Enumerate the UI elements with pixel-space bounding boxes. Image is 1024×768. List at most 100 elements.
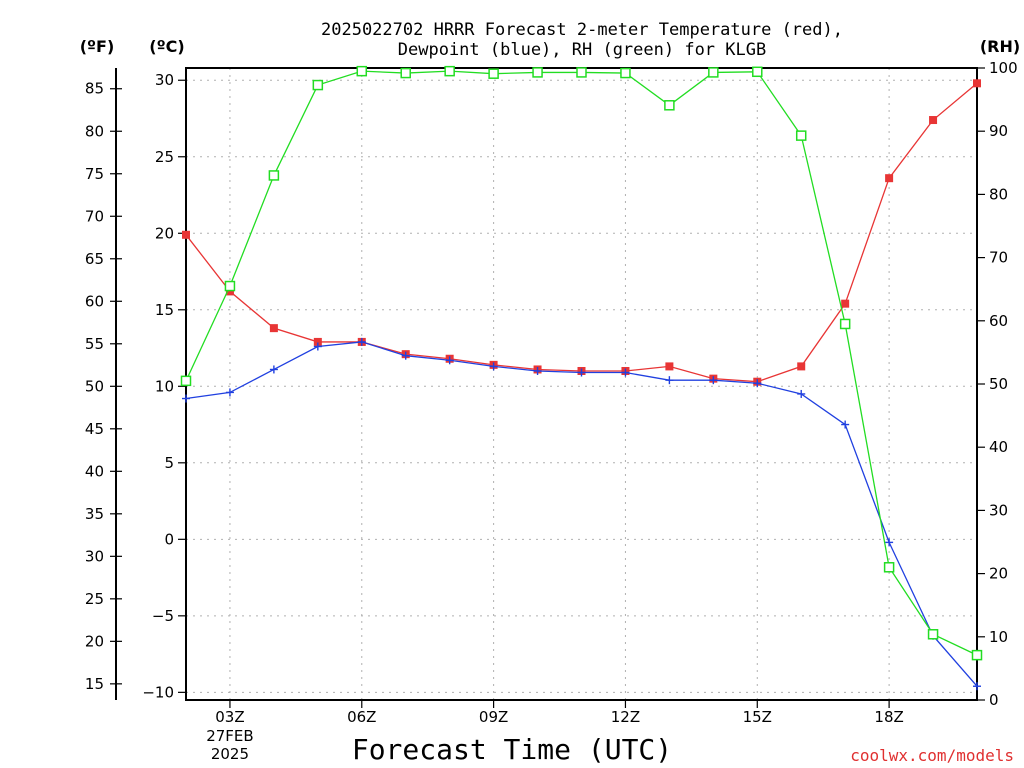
series-rh [180, 65, 983, 661]
rh-point [532, 67, 543, 78]
fahrenheit-tick-label: 30 [85, 547, 104, 565]
rh-point [356, 65, 368, 77]
dewpoint-point [445, 356, 454, 365]
rh-tick-label: 100 [989, 59, 1018, 77]
temperature-point [665, 362, 674, 371]
x-tick-label: 12Z [611, 708, 640, 726]
fahrenheit-tick-label: 60 [85, 292, 104, 310]
dewpoint-point [753, 379, 762, 388]
rh-tick-label: 30 [989, 501, 1008, 519]
dewpoint-point [665, 376, 674, 385]
celsius-axis-unit: (ºC) [149, 37, 184, 56]
celsius-tick-label: 20 [155, 224, 174, 242]
rh-point [664, 100, 675, 111]
temperature-point [269, 324, 278, 333]
celsius-tick-label: 10 [155, 377, 174, 395]
rh-point [268, 170, 280, 181]
rh-tick-label: 60 [989, 312, 1008, 330]
celsius-tick-label: 0 [164, 530, 174, 548]
x-tick-sublabel: 2025 [211, 745, 249, 763]
dewpoint-point [797, 389, 806, 398]
rh-tick-label: 20 [989, 565, 1008, 583]
fahrenheit-tick-label: 25 [85, 590, 104, 608]
fahrenheit-tick-label: 40 [85, 462, 104, 480]
dewpoint-point [973, 682, 981, 691]
celsius-tick-label: −10 [142, 683, 174, 701]
series-line-temperature [185, 82, 978, 383]
rh-point [488, 68, 499, 79]
rh-point [224, 280, 236, 292]
series-temperature [182, 79, 981, 386]
x-tick-label: 06Z [347, 708, 376, 726]
plot-frame [185, 67, 978, 701]
dewpoint-point [621, 368, 630, 377]
dewpoint-point [577, 368, 586, 377]
temperature-point [797, 362, 806, 371]
rh-point [400, 67, 411, 79]
rh-point [839, 318, 851, 330]
temperature-point [841, 299, 850, 308]
rh-tick-label: 80 [989, 185, 1008, 203]
x-tick-label: 15Z [743, 708, 772, 726]
fahrenheit-tick-label: 65 [85, 250, 104, 268]
celsius-tick-label: 15 [155, 301, 174, 319]
x-tick-label: 18Z [874, 708, 903, 726]
temperature-point [225, 287, 234, 296]
rh-point [576, 67, 587, 78]
x-tick-label: 03Z [215, 708, 244, 726]
temperature-point [182, 230, 190, 239]
grid-lines [186, 68, 977, 700]
chart-title-line-2: Dewpoint (blue), RH (green) for KLGB [398, 40, 766, 60]
rh-point [752, 66, 763, 78]
temperature-point [313, 337, 322, 346]
fahrenheit-tick-label: 45 [85, 420, 104, 438]
dewpoint-point [269, 365, 278, 374]
fahrenheit-tick-label: 80 [85, 122, 104, 140]
dewpoint-point [313, 342, 322, 351]
dewpoint-point [885, 538, 894, 547]
dewpoint-point [533, 366, 542, 375]
rh-tick-label: 70 [989, 249, 1008, 267]
temperature-point [973, 79, 981, 88]
rh-point [971, 649, 983, 661]
fahrenheit-tick-label: 85 [85, 80, 104, 98]
temperature-point [885, 174, 894, 183]
celsius-tick-label: 30 [155, 71, 174, 89]
rh-point [708, 67, 719, 78]
fahrenheit-tick-label: 35 [85, 505, 104, 523]
x-tick-sublabel: 27FEB [206, 727, 253, 745]
dewpoint-point [841, 420, 850, 429]
rh-point [312, 79, 324, 91]
temperature-point [929, 116, 938, 125]
dewpoint-point [401, 351, 410, 360]
x-axis-label: Forecast Time (UTC) [352, 733, 672, 766]
rh-tick-label: 90 [989, 122, 1008, 140]
rh-point [883, 562, 895, 573]
series-line-rh [185, 70, 978, 656]
dewpoint-point [709, 376, 718, 385]
dewpoint-point [357, 337, 366, 346]
dewpoint-point [182, 394, 190, 403]
fahrenheit-tick-label: 15 [85, 675, 104, 693]
rh-point [444, 65, 455, 77]
x-tick-label: 09Z [479, 708, 508, 726]
dewpoint-point [225, 388, 234, 397]
rh-tick-label: 50 [989, 375, 1008, 393]
rh-tick-label: 10 [989, 628, 1008, 646]
rh-axis-unit: (RH) [980, 37, 1020, 56]
celsius-tick-label: 5 [164, 454, 174, 472]
fahrenheit-tick-label: 70 [85, 207, 104, 225]
axes: −10−505101520253015202530354045505560657… [85, 59, 1018, 763]
fahrenheit-tick-label: 50 [85, 377, 104, 395]
dewpoint-point [489, 362, 498, 371]
celsius-tick-label: −5 [152, 607, 174, 625]
source-credit: coolwx.com/models [850, 746, 1014, 765]
celsius-tick-label: 25 [155, 148, 174, 166]
series-dewpoint [182, 337, 981, 691]
rh-tick-label: 40 [989, 438, 1008, 456]
fahrenheit-axis-unit: (ºF) [80, 37, 115, 56]
rh-tick-label: 0 [989, 691, 999, 709]
fahrenheit-tick-label: 55 [85, 335, 104, 353]
data-series [180, 65, 983, 691]
